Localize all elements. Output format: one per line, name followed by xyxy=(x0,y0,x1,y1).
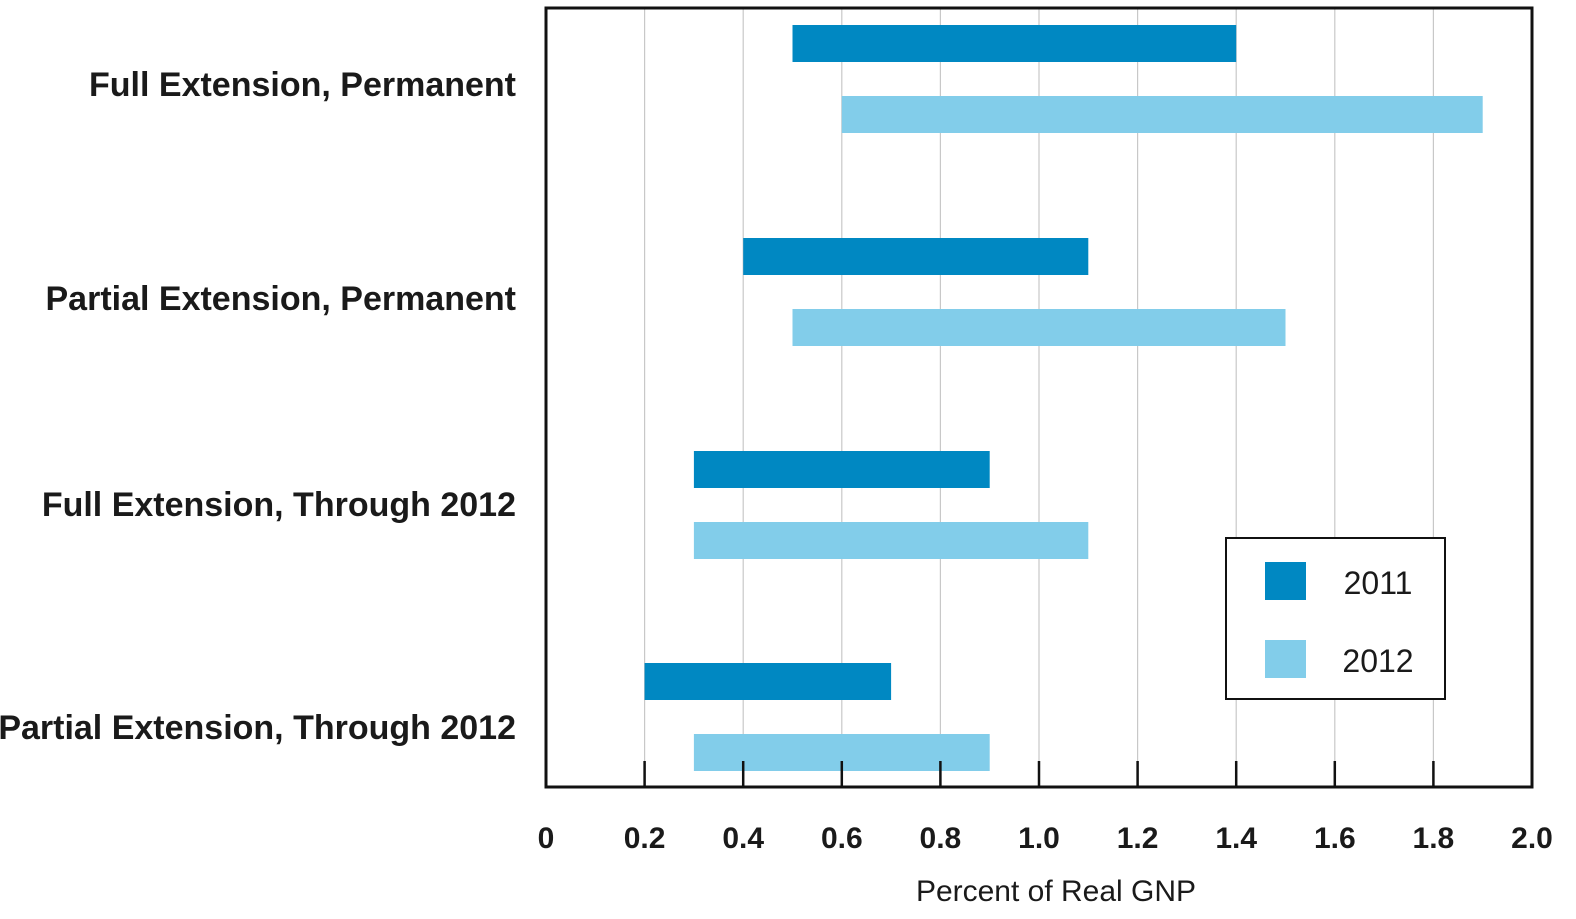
bar-2011-3 xyxy=(693,451,990,488)
legend-label-2011: 2011 xyxy=(1344,565,1413,601)
bar-2011-4 xyxy=(644,663,892,700)
x-tick-label: 1.2 xyxy=(1117,822,1159,855)
bar-2011-2 xyxy=(743,238,1089,275)
category-labels: Full Extension, Permanent Partial Extensi… xyxy=(0,66,516,747)
x-tick-label: 1.0 xyxy=(1018,822,1060,855)
x-axis-title: Percent of Real GNP xyxy=(916,875,1196,908)
x-tick-label: 0.2 xyxy=(624,822,666,855)
category-label: Partial Extension, Through 2012 xyxy=(0,709,516,747)
bars xyxy=(644,25,1483,771)
legend-box xyxy=(1225,537,1446,700)
x-tick-label: 0 xyxy=(538,822,555,855)
x-tick-label: 1.4 xyxy=(1215,822,1257,855)
legend: 2011 2012 xyxy=(1225,537,1446,700)
x-tick-label: 0.6 xyxy=(821,822,863,855)
gridlines xyxy=(643,8,1435,787)
category-label: Partial Extension, Permanent xyxy=(46,280,517,318)
legend-items: 2011 2012 xyxy=(1265,562,1414,679)
x-tick-label: 0.4 xyxy=(722,822,764,855)
category-label: Full Extension, Through 2012 xyxy=(42,486,516,524)
bar-2012-2 xyxy=(792,309,1286,346)
x-tick-label: 1.6 xyxy=(1314,822,1356,855)
x-tick-label: 2.0 xyxy=(1511,822,1553,855)
legend-swatch-2011 xyxy=(1265,562,1306,600)
bar-2011-1 xyxy=(792,25,1237,62)
x-axis-ticks: 0 0.2 0.4 0.6 0.8 1.0 1.2 1.4 1.6 1.8 2.0 xyxy=(538,761,1553,855)
legend-swatch-2012 xyxy=(1265,640,1306,678)
category-label: Full Extension, Permanent xyxy=(89,66,516,104)
bar-2012-3 xyxy=(693,522,1089,559)
x-tick-label: 1.8 xyxy=(1413,822,1455,855)
bar-2012-1 xyxy=(841,96,1483,133)
legend-label-2012: 2012 xyxy=(1342,643,1413,679)
x-tick-label: 0.8 xyxy=(920,822,962,855)
